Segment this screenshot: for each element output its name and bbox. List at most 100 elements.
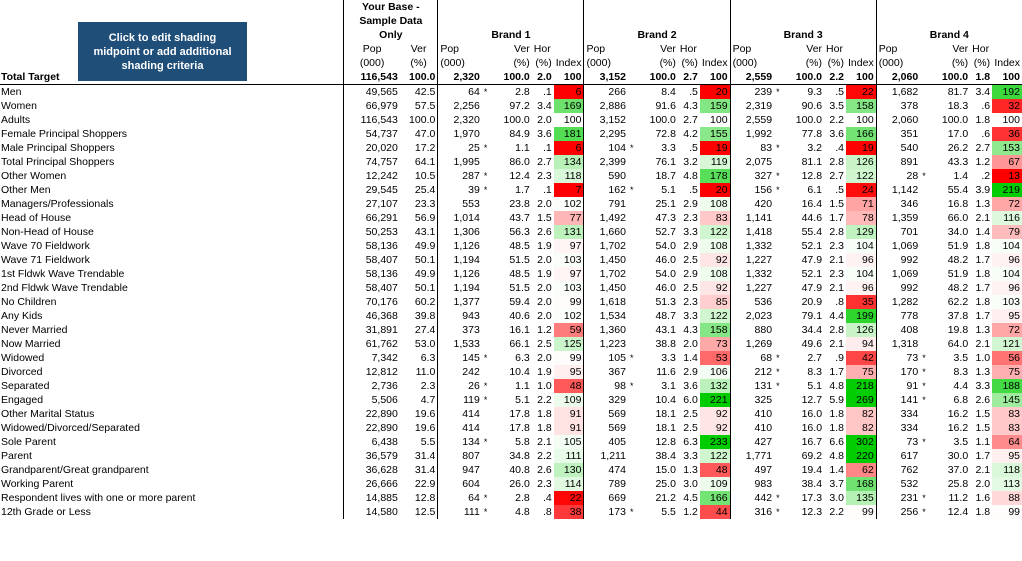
brand-hor: 1.3 xyxy=(975,323,991,336)
base-pop: 14,580 xyxy=(343,505,400,519)
row-label: Non-Head of House xyxy=(1,225,94,238)
low-sample-star xyxy=(628,211,640,225)
brand-hor: 2.5 xyxy=(683,253,698,266)
table-row: Women 66,979 57.5 2,256 97.2 3.4 169 2,886 91.6 4… xyxy=(0,99,1022,113)
low-sample-star xyxy=(628,113,640,127)
brand-ver: 48.2 xyxy=(947,253,969,266)
brand-hor: 1.5 xyxy=(829,197,845,210)
brand-pop: 3,152 xyxy=(583,70,628,85)
table-row: Widowed/Divorced/Separated 22,890 19.6 414 1… xyxy=(0,421,1022,435)
brand-index: 92 xyxy=(699,253,731,267)
brand-pop: 25 xyxy=(437,141,482,155)
row-label: Female Principal Shoppers xyxy=(1,127,128,140)
brand-index: 100 xyxy=(846,70,877,85)
brand-pop: 1,014 xyxy=(437,211,482,225)
low-sample-star: * xyxy=(483,184,488,195)
brand-hor: 2.7 xyxy=(975,141,991,154)
low-sample-star xyxy=(920,477,932,491)
brand-pop: 405 xyxy=(583,435,628,449)
brand-index: 92 xyxy=(699,407,731,421)
brand-pop: 1,142 xyxy=(875,183,921,197)
brand-pop: 91 xyxy=(875,379,921,393)
base-ver: 31.4 xyxy=(414,463,436,476)
brand-index: 102 xyxy=(553,309,584,323)
brand-ver: 4.8 xyxy=(515,505,530,518)
brand-hor: 3.2 xyxy=(683,155,698,168)
low-sample-star: * xyxy=(483,394,488,405)
base-ver: 50.1 xyxy=(414,281,436,294)
table-row: Parent 36,579 31.4 807 34.8 2.2 111 1,211 38.4 3.… xyxy=(0,449,1022,463)
brand-hor: .4 xyxy=(543,491,552,504)
brand-pop: 532 xyxy=(875,477,921,491)
brand-pop: 408 xyxy=(875,323,921,337)
spacer xyxy=(774,42,786,56)
brand-hor: 3.0 xyxy=(829,491,845,504)
brand-pop: 266 xyxy=(583,84,628,99)
brand-pop: 590 xyxy=(583,169,628,183)
brand-ver: 52.7 xyxy=(655,225,676,238)
brand-index: 122 xyxy=(699,225,731,239)
brand-hor: 1.4 xyxy=(829,463,845,476)
brand-index: 145 xyxy=(992,393,1022,407)
brand-ver: 3.2 xyxy=(807,141,823,154)
base-pop: 36,579 xyxy=(343,449,400,463)
brand-hor: 1.7 xyxy=(975,281,991,294)
brand-ver: 15.0 xyxy=(655,463,676,476)
brand-ver: 72.8 xyxy=(655,127,676,140)
low-sample-star xyxy=(628,169,640,183)
table-row: Engaged 5,506 4.7 119 * 5.1 2.2 109 329 10.4 6.0 22… xyxy=(0,393,1022,407)
brand-pop: 256 xyxy=(875,505,921,519)
brand-index: 100 xyxy=(846,113,877,127)
table-row: Any Kids 46,368 39.8 943 40.6 2.0 102 1,534 48.7… xyxy=(0,309,1022,323)
brand-pop: 373 xyxy=(437,323,482,337)
brand-ver: 20.9 xyxy=(801,295,823,308)
table-row: Adults 116,543 100.0 2,320 100.0 2.0 100 3,152 1… xyxy=(0,113,1022,127)
brand-pop: 231 xyxy=(875,491,921,505)
brand-index: 116 xyxy=(992,211,1022,225)
brand-index: 62 xyxy=(846,463,877,477)
brand-index: 269 xyxy=(846,393,877,407)
brand-ver: 52.1 xyxy=(801,267,823,280)
edit-shading-button[interactable]: Click to edit shading midpoint or add ad… xyxy=(78,22,247,81)
brand-pop: 791 xyxy=(583,197,628,211)
spacer xyxy=(482,56,494,70)
brand-index: 219 xyxy=(992,183,1022,197)
brand-hor: 2.7 xyxy=(683,113,698,126)
base-ver: 39.8 xyxy=(414,309,436,322)
base-ver: 57.5 xyxy=(414,99,436,112)
star xyxy=(774,70,787,85)
brand-index: 158 xyxy=(846,99,877,113)
brand-index: 218 xyxy=(846,379,877,393)
brand-pop: 992 xyxy=(875,253,921,267)
brand-ver: 54.0 xyxy=(655,239,676,252)
brand-index: 135 xyxy=(846,491,877,505)
brand-ver: 38.4 xyxy=(655,449,676,462)
brand-ver: 12.3 xyxy=(801,505,823,518)
brand-ver: 64.0 xyxy=(947,337,969,350)
brand-pop: 162 xyxy=(583,183,628,197)
brand-ver: 18.3 xyxy=(947,99,969,112)
brand-hor: 4.8 xyxy=(683,169,698,182)
brand-pop: 2,559 xyxy=(729,70,775,85)
low-sample-star xyxy=(482,211,494,225)
low-sample-star: * xyxy=(776,184,780,195)
brand-index: 96 xyxy=(846,253,877,267)
brand-pop: 2,320 xyxy=(437,113,482,127)
low-sample-star xyxy=(628,309,640,323)
brand-index: 35 xyxy=(846,295,877,309)
low-sample-star xyxy=(628,407,640,421)
brand-index: 99 xyxy=(553,295,584,309)
brand-index: 129 xyxy=(846,225,877,239)
row-label: Sole Parent xyxy=(1,435,56,448)
brand-ver: 34.4 xyxy=(801,323,823,336)
brand-hor: 6.6 xyxy=(829,435,845,448)
brand-hor: 3.7 xyxy=(829,477,845,490)
brand-index: 122 xyxy=(699,309,731,323)
base-pop: 50,253 xyxy=(343,225,400,239)
brand-ver: 30.0 xyxy=(947,449,969,462)
brand-ver: 49.6 xyxy=(801,337,823,350)
brand-index: 113 xyxy=(992,477,1022,491)
brand-ver: 51.5 xyxy=(509,253,530,266)
brand-hor: 1.8 xyxy=(975,505,991,518)
brand-index: 103 xyxy=(553,281,584,295)
